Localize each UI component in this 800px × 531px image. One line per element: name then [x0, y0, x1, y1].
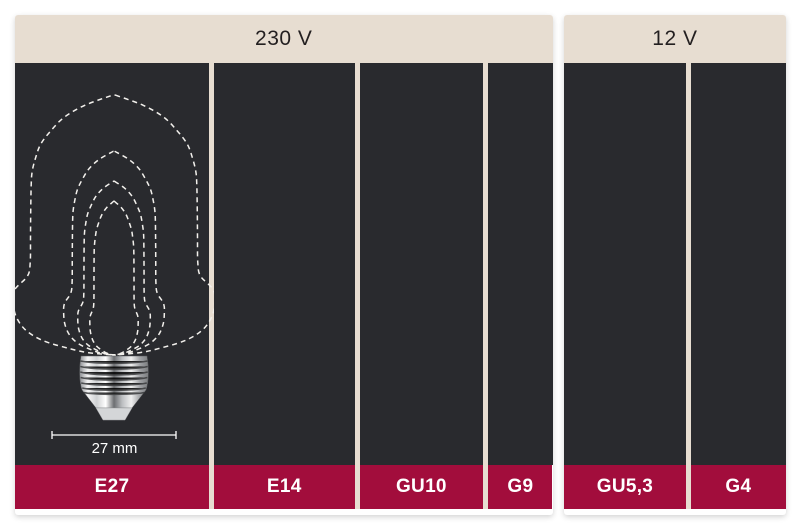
E27: 27 mm	[15, 63, 214, 465]
G4	[691, 63, 786, 465]
GU10	[360, 63, 489, 465]
GU5,3	[564, 63, 691, 465]
E14	[214, 63, 360, 465]
G9	[488, 63, 552, 465]
